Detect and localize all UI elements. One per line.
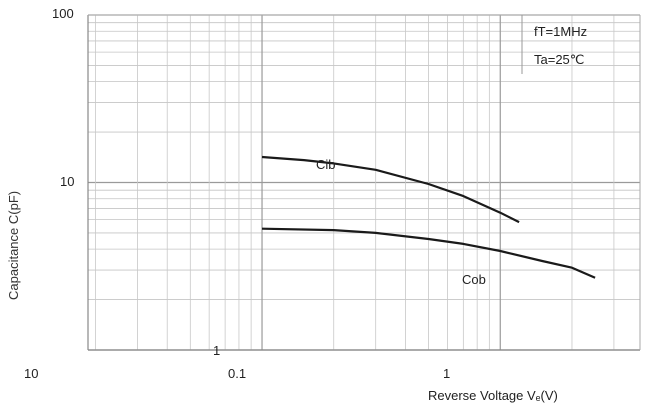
y-tick-label-10: 10 <box>60 174 75 189</box>
series-label-cob: Cob <box>462 272 486 287</box>
condition-temperature: Ta=25℃ <box>534 52 585 67</box>
x-tick-label-1: 1 <box>443 366 451 381</box>
y-axis-label: Capacitance C(pF) <box>6 190 21 300</box>
y-tick-label-1: 1 <box>213 343 221 358</box>
grid-lines <box>87 14 641 351</box>
series-line-cib <box>261 155 520 224</box>
x-axis-label: Reverse Voltage Vₑ(V) <box>428 388 558 403</box>
condition-frequency: fT=1MHz <box>534 24 588 39</box>
x-tick-label-10: 10 <box>24 366 39 381</box>
series-line-cob <box>261 227 596 279</box>
series-label-cib: Cib <box>316 157 336 172</box>
x-tick-label-0.1: 0.1 <box>228 366 247 381</box>
series-lines <box>261 155 596 279</box>
y-tick-label-100: 100 <box>52 6 74 21</box>
